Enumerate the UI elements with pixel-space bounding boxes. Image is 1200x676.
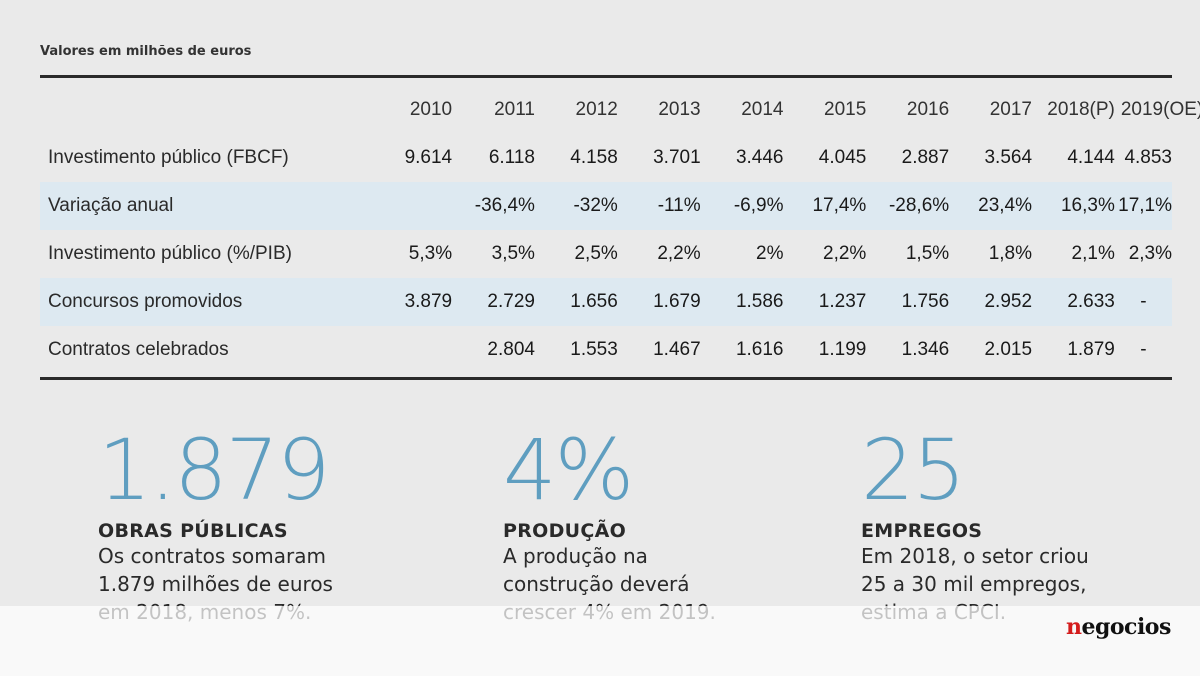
table-cell: -28,6% (866, 182, 950, 230)
table-row: Contratos celebrados 2.804 1.553 1.467 1… (40, 326, 1172, 374)
stat-caption: EMPREGOS (861, 520, 983, 542)
column-header: 2014 (741, 99, 784, 120)
stat-number: 1.879 (98, 421, 330, 519)
table-cell: 3.701 (653, 147, 701, 168)
unit-note: Valores em milhões de euros (40, 44, 252, 59)
table-cell: 2.887 (901, 147, 950, 168)
table-cell: 5,3% (408, 243, 453, 264)
table-cell (379, 326, 452, 374)
column-header: 2011 (494, 99, 535, 120)
column-header: 2019(OE) (1120, 99, 1200, 120)
stat-caption: PRODUÇÃO (503, 520, 627, 542)
table-cell: 2.015 (984, 339, 1033, 360)
table-cell: 2.804 (487, 339, 535, 360)
table-cell: 1,5% (905, 243, 950, 264)
table-cell: 2.729 (452, 278, 535, 326)
table-cell: 1.199 (818, 339, 867, 360)
table-cell: 1,8% (988, 243, 1033, 264)
column-header: 2016 (906, 99, 950, 120)
table-row: Concursos promovidos 3.879 2.729 1.656 1… (40, 278, 1172, 326)
table-row: Investimento público (FBCF) 9.614 6.118 … (40, 134, 1172, 182)
stat-obras-publicas: 1.879 OBRAS PÚBLICAS Os contratos somara… (98, 428, 398, 626)
stat-empregos: 25 EMPREGOS Em 2018, o setor criou 25 a … (861, 428, 1161, 626)
row-label: Contratos celebrados (48, 339, 229, 360)
table-cell: 2,3% (1128, 243, 1172, 264)
table-cell: 2,5% (574, 243, 618, 264)
stat-line: 1.879 milhões de euros (98, 572, 333, 596)
table-cell: -36,4% (452, 182, 535, 230)
header-row: 2010 2011 2012 2013 2014 2015 2016 2017 … (40, 86, 1200, 134)
table-cell: -32% (534, 182, 618, 230)
row-label: Investimento público (%/PIB) (48, 243, 292, 264)
table-cell: 1.879 (1067, 339, 1115, 360)
table-cell: 1.586 (700, 278, 784, 326)
table-cell: 2.952 (949, 278, 1033, 326)
table-cell: 17,4% (783, 182, 867, 230)
column-header: 2012 (575, 99, 618, 120)
table-cell: 2% (756, 243, 784, 264)
negocios-logo[interactable]: negocios (1066, 614, 1171, 640)
stat-line: Em 2018, o setor criou (861, 544, 1089, 568)
table-cell: 1.553 (570, 339, 618, 360)
table-cell: 17,1% (1114, 182, 1172, 230)
table-cell: 3.446 (735, 147, 784, 168)
stat-line: Os contratos somaram (98, 544, 326, 568)
column-header: 2018(P) (1047, 99, 1115, 120)
data-table: 2010 2011 2012 2013 2014 2015 2016 2017 … (40, 86, 1200, 374)
stat-caption: OBRAS PÚBLICAS (98, 520, 288, 542)
table-cell: 1.346 (901, 339, 950, 360)
table-cell: -6,9% (700, 182, 784, 230)
table-cell: - (1114, 278, 1172, 326)
table-cell: 2.633 (1032, 278, 1115, 326)
column-header: 2017 (989, 99, 1033, 120)
table-cell: 2,2% (657, 243, 701, 264)
table-cell: 4.853 (1124, 147, 1172, 168)
stat-producao: 4% PRODUÇÃO A produção na construção dev… (503, 428, 803, 626)
table-cell: 3.879 (378, 278, 453, 326)
table-cell: - (1140, 339, 1147, 360)
table-cell: 1.756 (866, 278, 950, 326)
column-header: 2013 (658, 99, 701, 120)
table-cell: 6.118 (488, 147, 535, 168)
table-cell: 1.679 (617, 278, 701, 326)
row-label: Investimento público (FBCF) (48, 147, 289, 168)
row-label: Concursos promovidos (40, 278, 379, 326)
stat-line: 25 a 30 mil empregos, (861, 572, 1087, 596)
table-top-rule (40, 75, 1172, 78)
table-cell: 4.045 (818, 147, 867, 168)
table-bottom-rule (40, 377, 1172, 380)
table-cell: 3.564 (984, 147, 1033, 168)
logo-accent-letter: n (1066, 614, 1082, 640)
table-cell: 1.656 (534, 278, 618, 326)
table-cell: 2,1% (1071, 243, 1115, 264)
column-header (40, 86, 379, 134)
row-label: Variação anual (40, 182, 379, 230)
bottom-fade-band (0, 606, 1200, 676)
stat-number: 25 (861, 421, 966, 519)
table-cell: 4.144 (1067, 147, 1115, 168)
table-cell: 9.614 (404, 147, 453, 168)
stat-line: construção deverá (503, 572, 690, 596)
column-header: 2015 (824, 99, 867, 120)
table-cell: 2,2% (823, 243, 867, 264)
table-row: Investimento público (%/PIB) 5,3% 3,5% 2… (40, 230, 1172, 278)
table-cell: -11% (617, 182, 701, 230)
table-cell: 1.616 (735, 339, 784, 360)
table-cell: 4.158 (570, 147, 618, 168)
table-cell (378, 182, 453, 230)
table-row: Variação anual -36,4% -32% -11% -6,9% 17… (40, 182, 1172, 230)
logo-text: egocios (1081, 614, 1172, 640)
stat-number: 4% (503, 421, 634, 519)
table-cell: 1.467 (653, 339, 701, 360)
table-cell: 3,5% (491, 243, 535, 264)
stat-line: A produção na (503, 544, 648, 568)
table-cell: 16,3% (1032, 182, 1115, 230)
table-cell: 23,4% (949, 182, 1033, 230)
table-cell: 1.237 (783, 278, 867, 326)
column-header: 2010 (409, 99, 453, 120)
